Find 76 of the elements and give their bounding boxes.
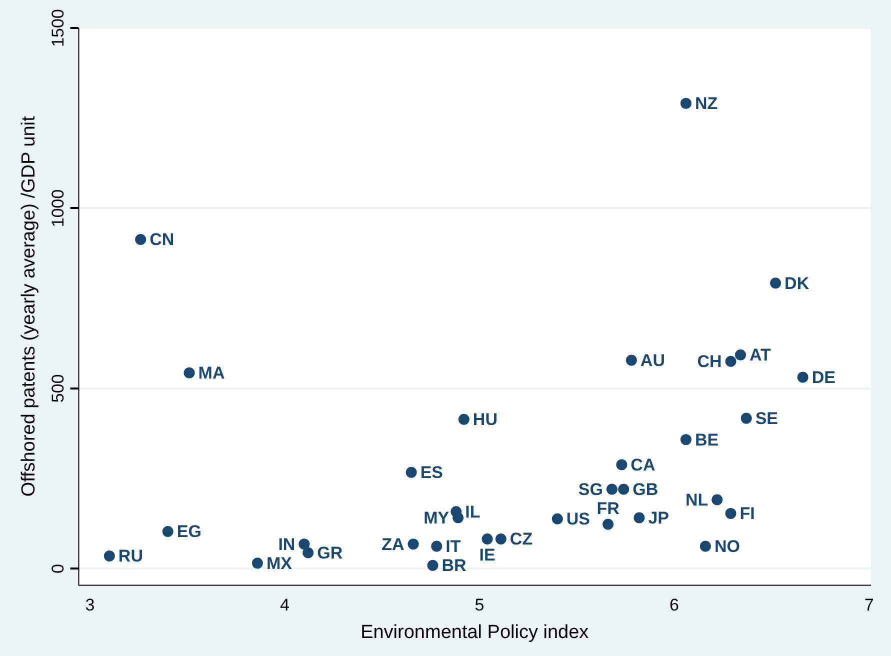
point bbox=[618, 484, 630, 495]
annotation: FR bbox=[596, 498, 620, 518]
point bbox=[735, 349, 746, 360]
point bbox=[406, 466, 417, 478]
y-axis-title: Offshored patents (yearly average) /GDP unit bbox=[18, 115, 40, 497]
point bbox=[700, 540, 711, 552]
annotation: NL bbox=[685, 490, 708, 510]
point bbox=[602, 518, 614, 530]
point bbox=[797, 372, 808, 383]
point bbox=[725, 356, 736, 367]
annotation: AU bbox=[640, 350, 665, 370]
x-tick-label: 4 bbox=[280, 596, 290, 615]
annotation: ES bbox=[420, 463, 444, 482]
annotation: SG bbox=[578, 480, 603, 499]
point bbox=[135, 234, 146, 246]
annotation: IN bbox=[278, 534, 296, 554]
point bbox=[162, 526, 174, 537]
point bbox=[626, 354, 637, 366]
y-tick-label: 0 bbox=[48, 564, 68, 574]
x-tick-label: 6 bbox=[670, 596, 680, 615]
y-tick-label: 500 bbox=[48, 374, 68, 403]
annotation: US bbox=[566, 510, 590, 529]
annotation: RU bbox=[118, 546, 143, 566]
annotation: HU bbox=[472, 410, 498, 430]
point bbox=[495, 534, 506, 545]
y-tick-label: 1500 bbox=[48, 9, 68, 47]
point bbox=[298, 538, 310, 550]
annotation: DK bbox=[784, 274, 810, 293]
annotation: CA bbox=[630, 455, 656, 474]
point bbox=[482, 534, 493, 545]
annotation: IT bbox=[446, 536, 462, 556]
x-tick-label: 7 bbox=[864, 596, 874, 615]
annotation: ZA bbox=[382, 534, 404, 554]
annotation: NZ bbox=[694, 94, 718, 114]
annotation: IE bbox=[479, 546, 496, 565]
annotation: MA bbox=[198, 364, 225, 383]
x-tick-label: 5 bbox=[474, 596, 484, 615]
point bbox=[740, 412, 752, 424]
point bbox=[634, 512, 645, 524]
y-tick-label: 1000 bbox=[48, 189, 68, 228]
point bbox=[552, 513, 563, 524]
annotation: CN bbox=[150, 230, 174, 250]
x-axis-title: Environmental Policy index bbox=[360, 622, 590, 643]
annotation: GR bbox=[317, 543, 343, 562]
annotation: AT bbox=[750, 346, 772, 365]
annotation: IL bbox=[465, 502, 480, 522]
annotation: CZ bbox=[510, 530, 533, 549]
point bbox=[427, 560, 438, 571]
point bbox=[725, 508, 736, 519]
annotation: BE bbox=[694, 430, 719, 450]
point bbox=[712, 494, 723, 506]
annotation: MY bbox=[424, 508, 450, 528]
annotation: BR bbox=[442, 556, 466, 576]
annotation: NO bbox=[714, 536, 740, 556]
point bbox=[104, 550, 115, 562]
annotation: JP bbox=[648, 508, 670, 528]
x-tick-label: 3 bbox=[85, 596, 95, 615]
point bbox=[252, 558, 263, 569]
point bbox=[458, 414, 470, 425]
annotation: FI bbox=[740, 504, 755, 524]
annotation: MX bbox=[266, 554, 293, 573]
point bbox=[680, 434, 692, 446]
point bbox=[606, 484, 618, 495]
point bbox=[302, 547, 314, 558]
point bbox=[452, 512, 464, 524]
annotation: GB bbox=[632, 480, 658, 499]
annotation: DE bbox=[812, 368, 836, 387]
point bbox=[680, 98, 692, 109]
point bbox=[184, 367, 195, 378]
point bbox=[616, 459, 628, 470]
annotation: CH bbox=[697, 352, 722, 372]
point bbox=[770, 278, 782, 289]
point bbox=[431, 540, 442, 552]
annotation: EG bbox=[176, 522, 202, 542]
annotation: SE bbox=[755, 408, 778, 428]
point bbox=[408, 538, 419, 550]
